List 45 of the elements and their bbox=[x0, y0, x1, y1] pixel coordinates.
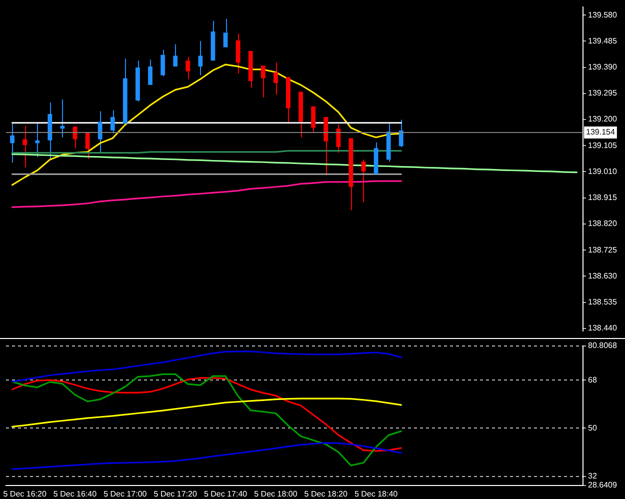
candlestick bbox=[236, 32, 240, 74]
y-tick-label: 139.390 bbox=[588, 62, 618, 72]
candlestick bbox=[110, 110, 115, 134]
ref-line-label: 139.154 bbox=[586, 128, 616, 137]
y-tick-label: 139.295 bbox=[588, 88, 618, 98]
candlestick bbox=[186, 56, 190, 80]
candlestick bbox=[223, 18, 228, 48]
y-tick-label: 50 bbox=[588, 423, 598, 432]
y-tick-label: 139.010 bbox=[588, 166, 618, 176]
candlestick bbox=[260, 65, 266, 98]
x-tick-label: 5 Dec 18:00 bbox=[254, 489, 298, 498]
y-tick-label: 138.915 bbox=[588, 193, 618, 202]
candlestick bbox=[160, 49, 165, 77]
candlestick bbox=[198, 40, 203, 76]
candlestick bbox=[22, 125, 28, 168]
candlestick bbox=[398, 119, 404, 148]
candlestick bbox=[35, 122, 40, 158]
candlestick bbox=[311, 106, 316, 133]
candlestick bbox=[336, 124, 341, 154]
y-tick-label: 68 bbox=[588, 375, 598, 384]
candlestick bbox=[98, 110, 102, 154]
y-tick-label: 139.200 bbox=[588, 114, 618, 124]
x-tick-label: 5 Dec 17:00 bbox=[104, 489, 148, 498]
candlestick bbox=[148, 59, 152, 86]
y-tick-label: 139.580 bbox=[588, 10, 618, 20]
x-tick-label: 5 Dec 17:40 bbox=[204, 489, 248, 498]
x-tick-label: 5 Dec 18:20 bbox=[304, 489, 348, 498]
candlestick bbox=[10, 123, 14, 164]
y-tick-label: 80.8068 bbox=[588, 341, 618, 350]
x-tick-label: 5 Dec 16:20 bbox=[3, 489, 47, 498]
y-tick-label: 138.820 bbox=[588, 219, 618, 228]
candlestick bbox=[273, 62, 278, 96]
y-tick-label: 138.440 bbox=[588, 324, 618, 333]
y-tick-label: 32 bbox=[588, 472, 598, 481]
y-tick-label: 138.725 bbox=[588, 245, 618, 254]
y-tick-label: 138.535 bbox=[588, 298, 618, 307]
candlestick bbox=[173, 44, 178, 67]
y-tick-label: 28.6409 bbox=[588, 480, 618, 490]
x-tick-label: 5 Dec 18:40 bbox=[354, 489, 398, 498]
candlestick bbox=[361, 159, 366, 203]
y-tick-label: 138.630 bbox=[588, 271, 618, 280]
y-tick-label: 139.105 bbox=[588, 140, 618, 150]
y-tick-label: 139.485 bbox=[588, 36, 618, 46]
x-tick-label: 5 Dec 17:20 bbox=[154, 489, 198, 498]
x-tick-label: 5 Dec 16:40 bbox=[53, 489, 98, 498]
